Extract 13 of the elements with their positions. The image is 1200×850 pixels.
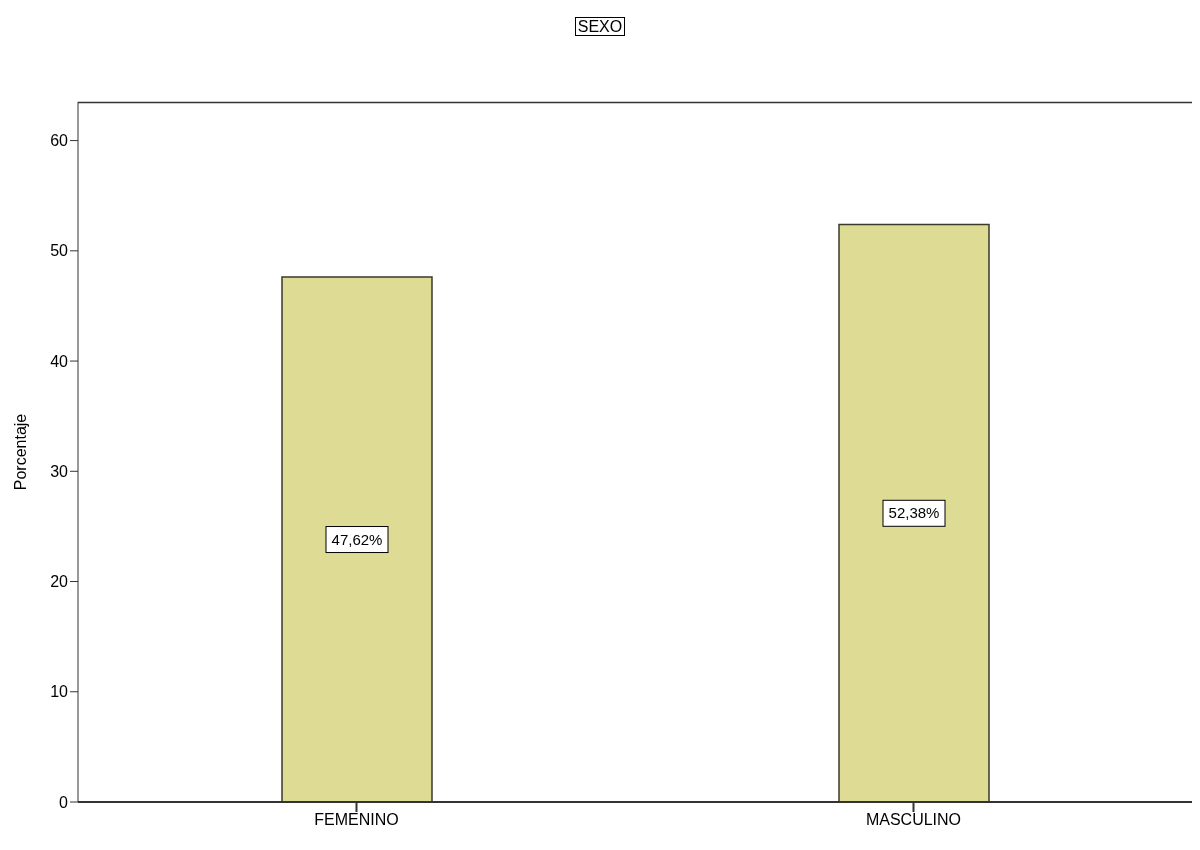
chart-title: SEXO	[574, 17, 626, 36]
x-tick-label: FEMENINO	[314, 811, 399, 829]
y-tick-label: 20	[50, 573, 69, 591]
data-label: 52,38%	[888, 504, 940, 522]
y-tick-label: 30	[50, 462, 69, 480]
y-axis-title: Porcentaje	[11, 413, 29, 491]
y-tick-label: 40	[50, 352, 69, 370]
data-label: 47,62%	[331, 530, 383, 548]
y-tick-label: 0	[59, 793, 69, 811]
x-tick-label: MASCULINO	[865, 811, 962, 829]
y-tick-label: 50	[50, 242, 69, 260]
y-tick-label: 60	[50, 132, 69, 150]
y-tick-label: 10	[50, 683, 69, 701]
